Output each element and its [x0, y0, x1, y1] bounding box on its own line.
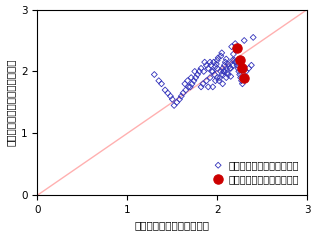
Legend: 気象官署のデータによる値, 局地風の観測で得られた値: 気象官署のデータによる値, 局地風の観測で得られた値 [210, 157, 302, 187]
気象官署のデータによる値 [183, 88, 188, 92]
気象官署のデータによる値 [198, 67, 204, 70]
気象官署のデータによる値 [204, 63, 209, 67]
気象官署のデータによる値 [238, 76, 243, 80]
気象官署のデータによる値 [168, 94, 173, 98]
気象官署のデータによる値 [186, 85, 191, 89]
気象官署のデータによる値 [208, 76, 213, 80]
気象官署のデータによる値 [251, 35, 256, 39]
気象官署のデータによる値 [239, 79, 244, 83]
気象官署のデータによる値 [190, 82, 195, 86]
気象官署のデータによる値 [237, 73, 242, 76]
気象官署のデータによる値 [206, 67, 211, 70]
気象官署のデータによる値 [218, 70, 223, 73]
気象官署のデータによる値 [191, 79, 197, 83]
気象官署のデータによる値 [208, 60, 213, 64]
気象官署のデータによる値 [159, 82, 164, 86]
気象官署のデータによる値 [236, 70, 241, 73]
気象官署のデータによる値 [233, 60, 238, 64]
気象官署のデータによる値 [230, 58, 235, 62]
気象官署のデータによる値 [180, 91, 185, 95]
気象官署のデータによる値 [198, 85, 204, 89]
気象官署のデータによる値 [213, 65, 218, 68]
気象官署のデータによる値 [174, 101, 179, 104]
気象官署のデータによる値 [202, 60, 207, 64]
気象官署のデータによる値 [210, 85, 215, 89]
気象官署のデータによる値 [233, 42, 238, 46]
気象官署のデータによる値 [213, 79, 218, 83]
気象官署のデータによる値 [193, 76, 198, 80]
気象官署のデータによる値 [229, 45, 234, 49]
局地風の観測で得られた値 [242, 76, 247, 80]
気象官署のデータによる値 [228, 67, 233, 70]
気象官署のデータによる値 [235, 67, 240, 70]
気象官署のデータによる値 [162, 88, 167, 92]
気象官署のデータによる値 [189, 76, 194, 80]
気象官署のデータによる値 [219, 73, 224, 76]
気象官署のデータによる値 [216, 79, 222, 83]
気象官署のデータによる値 [156, 79, 161, 83]
気象官署のデータによる値 [200, 82, 205, 86]
気象官署のデータによる値 [219, 51, 224, 55]
気象官署のデータによる値 [177, 97, 182, 101]
気象官署のデータによる値 [217, 76, 222, 80]
気象官署のデータによる値 [216, 56, 221, 60]
気象官署のデータによる値 [226, 65, 231, 68]
気象官署のデータによる値 [215, 67, 220, 70]
気象官署のデータによる値 [206, 85, 211, 89]
局地風の観測で得られた値 [234, 46, 240, 50]
気象官署のデータによる値 [152, 73, 157, 76]
気象官署のデータによる値 [226, 62, 231, 66]
気象官署のデータによる値 [195, 73, 200, 76]
気象官署のデータによる値 [185, 79, 190, 83]
気象官署のデータによる値 [234, 60, 239, 64]
気象官署のデータによる値 [215, 58, 220, 62]
気象官署のデータによる値 [222, 63, 227, 67]
局地風の観測で得られた値 [240, 67, 245, 70]
X-axis label: 推定式より求めた日突風率: 推定式より求めた日突風率 [135, 220, 210, 230]
気象官署のデータによる値 [231, 63, 236, 67]
気象官署のデータによる値 [214, 62, 219, 66]
気象官署のデータによる値 [225, 71, 230, 75]
気象官署のデータによる値 [232, 58, 237, 62]
気象官署のデータによる値 [188, 85, 193, 89]
気象官署のデータによる値 [227, 67, 232, 70]
気象官署のデータによる値 [182, 82, 187, 86]
気象官署のデータによる値 [223, 60, 228, 64]
気象官署のデータによる値 [220, 82, 225, 86]
気象官署のデータによる値 [234, 63, 240, 67]
気象官署のデータによる値 [228, 75, 233, 78]
気象官署のデータによる値 [170, 97, 175, 101]
局地風の観測で得られた値 [237, 58, 242, 62]
気象官署のデータによる値 [224, 76, 229, 80]
気象官署のデータによる値 [221, 70, 226, 73]
気象官署のデータによる値 [222, 70, 227, 73]
Y-axis label: 観測データより求めた日突風率: 観測データより求めた日突風率 [6, 59, 15, 146]
気象官署のデータによる値 [224, 57, 229, 61]
気象官署のデータによる値 [165, 91, 170, 95]
気象官署のデータによる値 [218, 54, 223, 58]
気象官署のデータによる値 [192, 70, 197, 73]
気象官署のデータによる値 [215, 76, 220, 80]
気象官署のデータによる値 [226, 73, 231, 76]
気象官署のデータによる値 [242, 39, 247, 42]
気象官署のデータによる値 [246, 67, 251, 70]
気象官署のデータによる値 [210, 70, 215, 73]
気象官署のデータによる値 [249, 63, 254, 67]
気象官署のデータによる値 [172, 104, 177, 107]
気象官署のデータによる値 [201, 70, 206, 73]
気象官署のデータによる値 [231, 52, 236, 56]
気象官署のデータによる値 [243, 70, 248, 73]
気象官署のデータによる値 [212, 73, 217, 76]
気象官署のデータによる値 [220, 67, 225, 70]
気象官署のデータによる値 [240, 82, 245, 86]
気象官署のデータによる値 [197, 70, 202, 73]
気象官署のデータによる値 [209, 70, 214, 73]
気象官署のデータによる値 [209, 63, 214, 67]
気象官署のデータによる値 [204, 79, 209, 83]
気象官署のデータによる値 [211, 60, 216, 64]
気象官署のデータによる値 [179, 94, 184, 98]
